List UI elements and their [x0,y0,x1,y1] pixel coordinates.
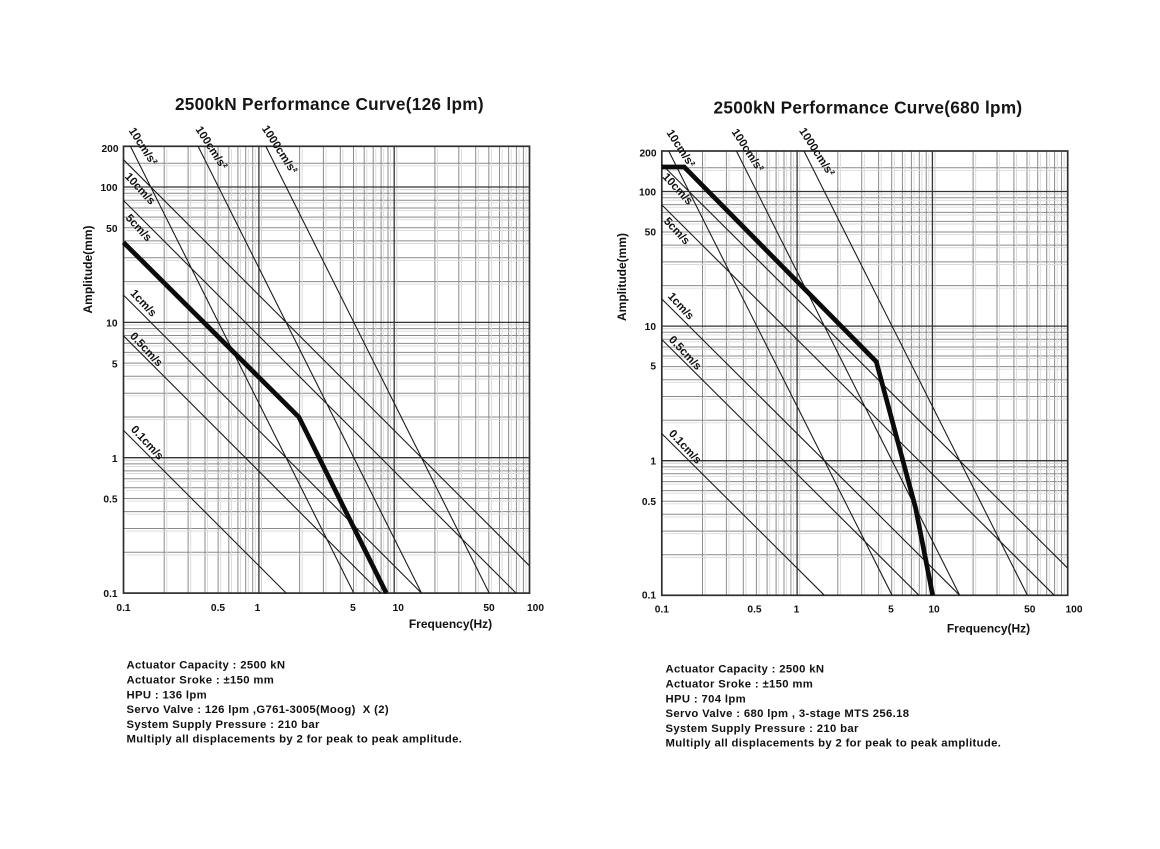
svg-text:HPU : 704 lpm: HPU : 704 lpm [666,693,747,705]
svg-text:0.1: 0.1 [116,603,130,614]
svg-text:Servo Valve : 126 lpm ,G761-30: Servo Valve : 126 lpm ,G761-3005(Moog) X… [127,704,390,716]
svg-text:100: 100 [101,183,118,194]
svg-text:100: 100 [527,603,544,614]
svg-text:5: 5 [112,359,118,370]
svg-text:0.5: 0.5 [642,497,656,508]
svg-text:10: 10 [928,605,940,616]
svg-text:0.5: 0.5 [103,495,117,506]
svg-text:0.5: 0.5 [747,605,761,616]
svg-text:200: 200 [102,144,119,155]
svg-text:0.5: 0.5 [211,603,225,614]
svg-text:10: 10 [393,603,405,614]
svg-text:2500kN Performance Curve(126 l: 2500kN Performance Curve(126 lpm) [175,94,484,114]
svg-text:Frequency(Hz): Frequency(Hz) [409,617,492,631]
svg-text:Actuator Sroke : ±150 mm: Actuator Sroke : ±150 mm [127,675,275,687]
svg-text:10: 10 [645,322,657,333]
svg-text:5: 5 [888,605,894,616]
svg-text:Multiply all displacements by: Multiply all displacements by 2 for peak… [666,738,1002,750]
svg-text:100: 100 [1066,605,1083,616]
svg-text:0.1: 0.1 [103,589,117,600]
svg-text:50: 50 [483,603,495,614]
svg-text:2500kN Performance Curve(680 l: 2500kN Performance Curve(680 lpm) [714,97,1023,117]
svg-text:50: 50 [106,224,118,235]
svg-text:200: 200 [640,148,657,159]
svg-text:Frequency(Hz): Frequency(Hz) [947,622,1030,636]
svg-text:Actuator Capacity : 2500 kN: Actuator Capacity : 2500 kN [127,660,286,672]
svg-text:5: 5 [650,362,656,373]
svg-text:Multiply all displacements by: Multiply all displacements by 2 for peak… [127,734,463,746]
svg-text:10: 10 [106,318,118,329]
svg-text:Amplitude(mm): Amplitude(mm) [615,233,629,321]
svg-text:HPU : 136 lpm: HPU : 136 lpm [127,689,208,701]
svg-text:Actuator Sroke : ±150 mm: Actuator Sroke : ±150 mm [666,679,814,691]
svg-text:System Supply Pressure : 210 b: System Supply Pressure : 210 bar [127,719,321,731]
svg-text:Servo Valve : 680 lpm , 3-stag: Servo Valve : 680 lpm , 3-stage MTS 256.… [666,708,910,720]
svg-text:50: 50 [1024,605,1036,616]
svg-text:1: 1 [650,456,656,467]
svg-text:System Supply Pressure : 210 b: System Supply Pressure : 210 bar [666,723,860,735]
svg-text:Actuator Capacity : 2500 kN: Actuator Capacity : 2500 kN [666,664,825,676]
svg-text:0.1: 0.1 [642,591,656,602]
svg-text:50: 50 [645,227,657,238]
svg-text:100: 100 [639,188,656,199]
svg-text:Amplitude(mm): Amplitude(mm) [81,226,95,314]
svg-text:1: 1 [255,603,261,614]
svg-text:1: 1 [112,454,118,465]
svg-text:5: 5 [350,603,356,614]
svg-text:0.1: 0.1 [655,605,669,616]
svg-text:1: 1 [794,605,800,616]
